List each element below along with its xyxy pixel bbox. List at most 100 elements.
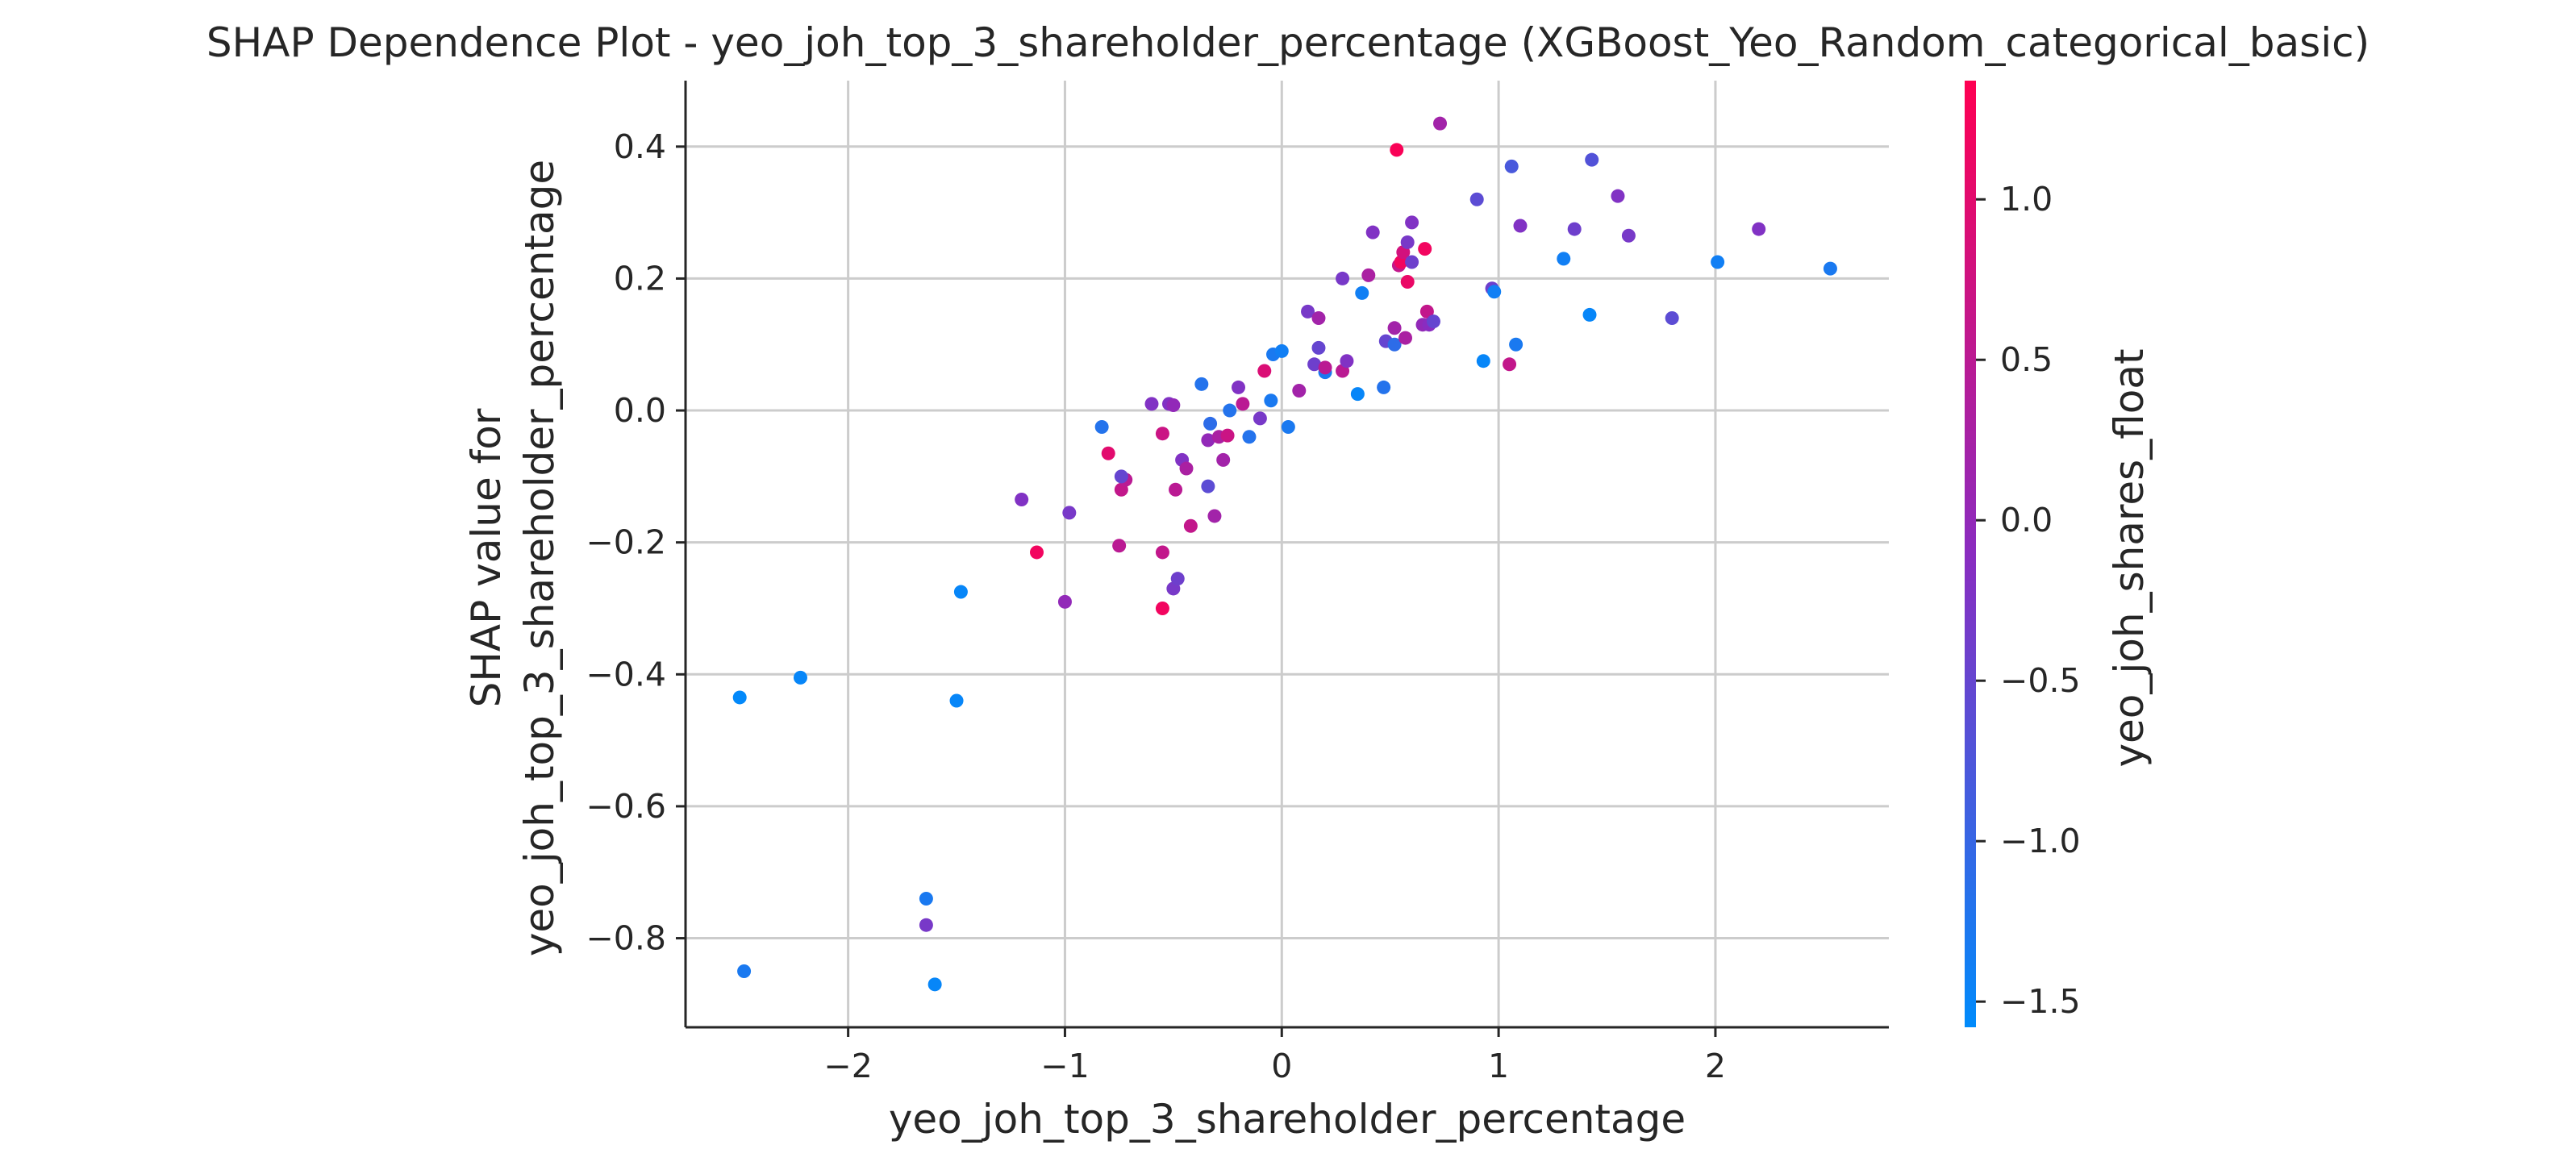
data-point [1201, 479, 1215, 493]
data-point [1426, 314, 1440, 329]
y-axis-title-line2: yeo_joh_top_3_shareholder_percentage [516, 160, 563, 956]
data-point [1350, 387, 1365, 402]
data-point [1220, 428, 1235, 443]
data-point [1585, 152, 1599, 167]
y-tick-label: −0.4 [586, 655, 666, 693]
data-point [919, 918, 933, 932]
data-point [1504, 159, 1519, 173]
data-point [1030, 545, 1044, 560]
data-point [793, 670, 807, 685]
colorbar-gradient [1965, 81, 1976, 1027]
data-point [1236, 397, 1250, 411]
data-point [732, 690, 747, 705]
data-point [1405, 215, 1419, 230]
data-point [1513, 219, 1528, 233]
data-point [1194, 377, 1209, 391]
data-point [1400, 235, 1415, 249]
colorbar-tick-label: 1.0 [2000, 180, 2053, 219]
y-axis-title: SHAP value for yeo_joh_top_3_shareholder… [463, 160, 563, 956]
data-point [1242, 430, 1257, 444]
data-point [1419, 304, 1434, 319]
data-point [1183, 518, 1198, 533]
data-point [1232, 380, 1246, 394]
data-point [1665, 311, 1679, 326]
data-point [1361, 268, 1376, 282]
chart-title: SHAP Dependence Plot - yeo_joh_top_3_sha… [206, 19, 2370, 66]
data-point [1355, 285, 1369, 300]
data-point [1752, 222, 1766, 236]
data-point [1144, 397, 1159, 411]
colorbar: 1.0 0.5 0.0 −0.5 −1.0 −1.5 yeo_joh_shares_flo… [1965, 81, 2153, 1027]
data-point [1318, 360, 1332, 375]
data-point [1311, 340, 1326, 355]
data-point [1405, 255, 1419, 269]
data-point [1398, 331, 1413, 345]
x-tick-label: −2 [823, 1047, 872, 1085]
data-point [1311, 311, 1326, 326]
data-point [1582, 307, 1597, 322]
data-point [1203, 416, 1218, 431]
data-point [1433, 116, 1448, 131]
data-point [1223, 403, 1237, 418]
data-point [1400, 275, 1415, 289]
colorbar-tick-label: 0.5 [2000, 340, 2053, 379]
data-point [1509, 337, 1524, 352]
colorbar-tick-label: −0.5 [2000, 661, 2081, 700]
data-point [949, 693, 964, 708]
data-point [1170, 572, 1185, 586]
y-tick-label: −0.8 [586, 919, 666, 958]
data-point [1387, 337, 1402, 352]
y-tick-label: −0.6 [586, 787, 666, 826]
data-point [1377, 380, 1391, 394]
data-point [1365, 225, 1380, 239]
data-point [1476, 354, 1490, 368]
data-point [1264, 393, 1278, 408]
colorbar-tick-label: −1.5 [2000, 982, 2081, 1021]
data-point [1621, 228, 1636, 243]
x-tick-label: 1 [1488, 1047, 1509, 1085]
grid-lines [686, 81, 1889, 1027]
x-tick-label: −1 [1040, 1047, 1089, 1085]
data-point [1155, 427, 1169, 441]
colorbar-tick-label: −1.0 [2000, 822, 2081, 860]
data-point [1015, 493, 1029, 507]
data-point [1336, 271, 1350, 285]
y-tick-label: 0.4 [614, 127, 666, 166]
data-point [1057, 594, 1072, 609]
data-point [1166, 398, 1181, 413]
data-point [1823, 261, 1837, 276]
data-point [1253, 411, 1267, 426]
data-point [1257, 364, 1272, 378]
data-point [1307, 357, 1322, 372]
data-point [1487, 285, 1502, 299]
colorbar-tick-label: 0.0 [2000, 501, 2053, 539]
data-point [1207, 509, 1222, 523]
data-point [1062, 506, 1077, 520]
y-tick-label: 0.2 [614, 259, 666, 298]
data-point [1155, 601, 1169, 615]
data-point [1390, 143, 1404, 157]
colorbar-ticks: 1.0 0.5 0.0 −0.5 −1.0 −1.5 [1976, 180, 2081, 1021]
data-point [737, 964, 752, 978]
data-point [1216, 452, 1231, 467]
data-point [1387, 321, 1402, 335]
x-axis-title: yeo_joh_top_3_shareholder_percentage [889, 1096, 1686, 1143]
data-point [1281, 420, 1295, 435]
scatter-points [732, 116, 1837, 992]
data-point [1201, 433, 1215, 448]
data-point [1169, 482, 1183, 497]
data-point [1301, 304, 1315, 319]
data-point [1101, 446, 1115, 460]
data-point [1292, 384, 1307, 398]
data-point [1557, 252, 1571, 266]
data-point [1094, 420, 1109, 435]
data-point [927, 977, 942, 992]
data-point [953, 585, 968, 599]
data-point [1611, 189, 1625, 203]
y-axis-title-line1: SHAP value for [463, 408, 510, 707]
data-point [1340, 354, 1354, 368]
data-point [1274, 344, 1289, 358]
data-point [1711, 255, 1725, 269]
x-tick-label: 0 [1271, 1047, 1292, 1085]
